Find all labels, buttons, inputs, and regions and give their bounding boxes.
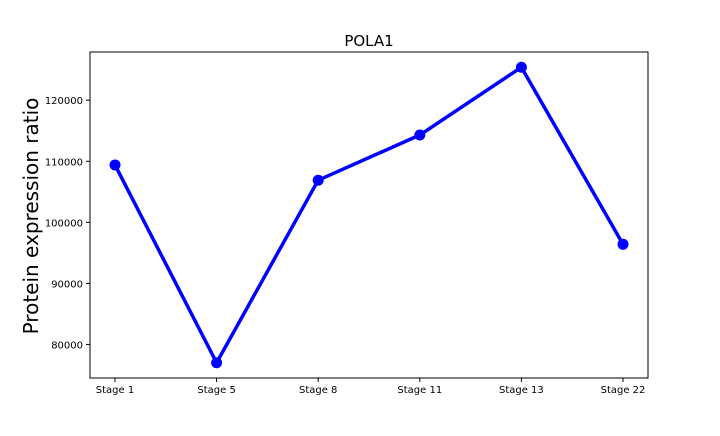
y-axis-label: Protein expression ratio: [19, 98, 43, 335]
y-tick-label: 100000: [45, 218, 83, 229]
data-point: [617, 238, 629, 250]
series-line: [113, 65, 625, 365]
x-tick-label: Stage 11: [397, 385, 442, 396]
x-tick-label: Stage 22: [601, 385, 646, 396]
chart-title: POLA1: [344, 32, 393, 50]
data-point: [414, 129, 426, 141]
y-tick-label: 90000: [51, 279, 83, 290]
data-point: [515, 61, 527, 73]
data-point: [312, 174, 324, 186]
x-tick-label: Stage 1: [96, 385, 134, 396]
x-tick-label: Stage 5: [197, 385, 235, 396]
data-point: [109, 159, 121, 171]
y-tick-label: 80000: [51, 340, 83, 351]
x-tick-label: Stage 8: [299, 385, 337, 396]
x-tick-label: Stage 13: [499, 385, 544, 396]
plot-area: 80000 90000 100000 110000 120000 Stage 1 Stage…: [45, 51, 649, 396]
axes-frame: [89, 51, 649, 379]
y-tick-label: 120000: [45, 96, 83, 107]
y-tick-label: 110000: [45, 157, 83, 168]
data-point: [211, 357, 223, 369]
